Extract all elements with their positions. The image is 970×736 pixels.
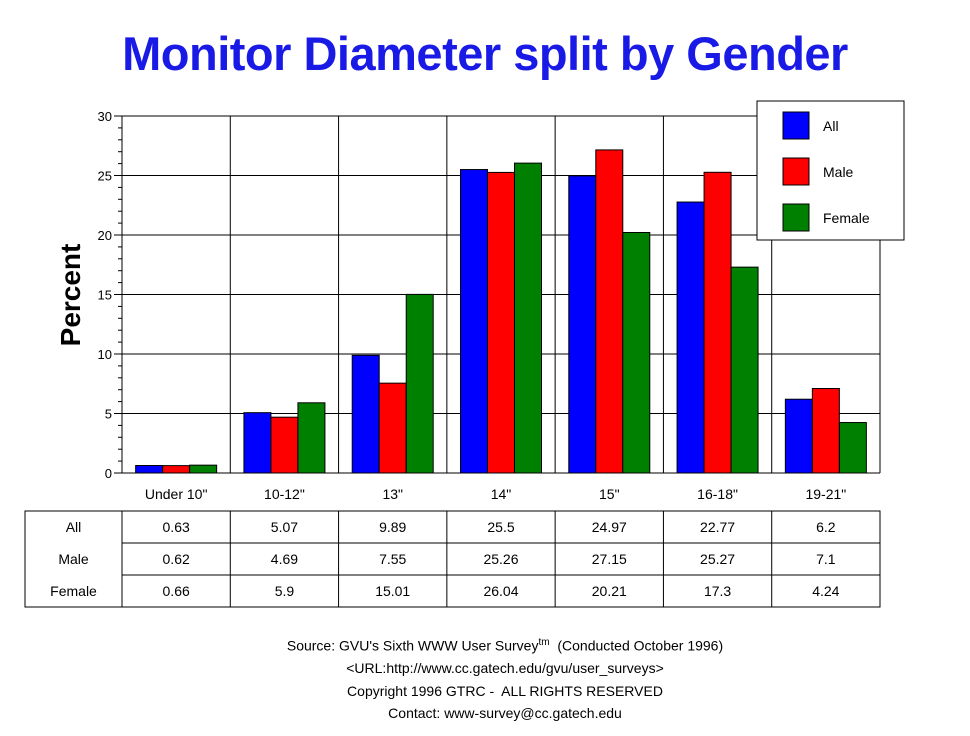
- bar-female: [622, 232, 651, 474]
- y-tick-label: 15: [98, 288, 112, 303]
- bar-female: [189, 464, 218, 474]
- legend-swatch-all: [782, 111, 810, 140]
- y-axis-label: Percent: [55, 244, 86, 347]
- y-tick-label: 30: [98, 109, 112, 124]
- bar-male: [811, 388, 840, 474]
- source-suffix: (Conducted October 1996): [549, 637, 724, 654]
- contact-line: Contact: www-survey@cc.gatech.edu: [388, 705, 622, 722]
- bar-male: [270, 416, 299, 474]
- x-tick-label: 10-12": [264, 486, 305, 502]
- url-line: <URL:http://www.cc.gatech.edu/gvu/user_s…: [346, 660, 664, 677]
- bar-all: [784, 398, 813, 474]
- table-cell: 27.15: [592, 551, 627, 567]
- table-cell: 25.26: [483, 551, 518, 567]
- table-cell: 7.1: [816, 551, 836, 567]
- bar-female: [405, 293, 434, 474]
- x-tick-label: 16-18": [697, 486, 738, 502]
- x-tick-label: 14": [491, 486, 512, 502]
- bar-male: [487, 171, 515, 474]
- bar-male: [162, 465, 191, 474]
- bar-all: [243, 412, 272, 474]
- bar-female: [838, 422, 867, 474]
- bar-male: [703, 171, 732, 474]
- x-tick-label: 15": [599, 486, 620, 502]
- bar-female: [297, 402, 326, 474]
- chart: 0 5 10 15 20 25 30 Under 10" 10-12" 13" 14" 15" 16-1…: [24, 100, 905, 608]
- x-tick-label: 19-21": [805, 486, 846, 502]
- legend-box: [756, 100, 905, 241]
- bar-all: [460, 169, 488, 474]
- legend: All Male Female: [756, 100, 905, 241]
- source-line: Source: GVU's Sixth WWW User Surveytm (C…: [0, 632, 970, 657]
- y-tick-label: 25: [98, 169, 112, 184]
- legend-label: All: [823, 118, 839, 134]
- table-row-label: All: [66, 519, 82, 535]
- table-cell: 20.21: [592, 583, 627, 599]
- axes: 0 5 10 15 20 25 30 Under 10" 10-12" 13" 14" 15" 16-1…: [98, 109, 880, 502]
- table-row-label: Female: [50, 583, 97, 599]
- bar-all: [676, 201, 705, 474]
- bar-all: [568, 175, 597, 474]
- table-cell: 5.07: [271, 519, 298, 535]
- chart-title: Monitor Diameter split by Gender: [122, 27, 848, 80]
- table-cell: 0.62: [163, 551, 190, 567]
- table-cell: 25.27: [700, 551, 735, 567]
- trademark: tm: [538, 637, 550, 648]
- x-tick-label: Under 10": [145, 486, 208, 502]
- table-cell: 9.89: [379, 519, 406, 535]
- data-table: All 0.63 5.07 9.89 25.5 24.97 22.77 6.2 Male 0.62…: [24, 510, 881, 608]
- table-cell: 17.3: [704, 583, 731, 599]
- y-tick-label: 20: [98, 228, 112, 243]
- table-cell: 0.66: [163, 583, 190, 599]
- y-tick-label: 0: [105, 466, 112, 481]
- table-cell: 22.77: [700, 519, 735, 535]
- bar-female: [730, 266, 759, 474]
- table-cell: 15.01: [375, 583, 410, 599]
- y-tick-label: 10: [98, 347, 112, 362]
- legend-swatch-female: [782, 203, 810, 232]
- copyright-line: Copyright 1996 GTRC - ALL RIGHTS RESERVE…: [347, 682, 663, 699]
- bars: [135, 149, 867, 474]
- source-prefix: Source: GVU's Sixth WWW User Survey: [286, 637, 539, 654]
- table-cell: 4.24: [812, 583, 839, 599]
- bar-all: [135, 465, 164, 474]
- table-cell: 25.5: [487, 519, 514, 535]
- x-tick-label: 13": [382, 486, 403, 502]
- table-cell: 0.63: [163, 519, 190, 535]
- y-tick-label: 5: [105, 407, 112, 422]
- bar-male: [378, 382, 407, 474]
- table-row-label: Male: [58, 551, 89, 567]
- bar-male: [595, 149, 624, 474]
- table-cell: 5.9: [275, 583, 295, 599]
- legend-swatch-male: [782, 157, 810, 186]
- table-cell: 6.2: [816, 519, 836, 535]
- table-cell: 26.04: [483, 583, 518, 599]
- table-cell: 7.55: [379, 551, 406, 567]
- footer: Source: GVU's Sixth WWW User Surveytm (C…: [0, 632, 970, 725]
- bar-female: [514, 162, 542, 474]
- table-border: [24, 510, 881, 608]
- table-cell: 24.97: [592, 519, 627, 535]
- legend-label: Female: [823, 210, 870, 226]
- table-cell: 4.69: [271, 551, 298, 567]
- bar-all: [351, 354, 380, 474]
- legend-label: Male: [823, 164, 854, 180]
